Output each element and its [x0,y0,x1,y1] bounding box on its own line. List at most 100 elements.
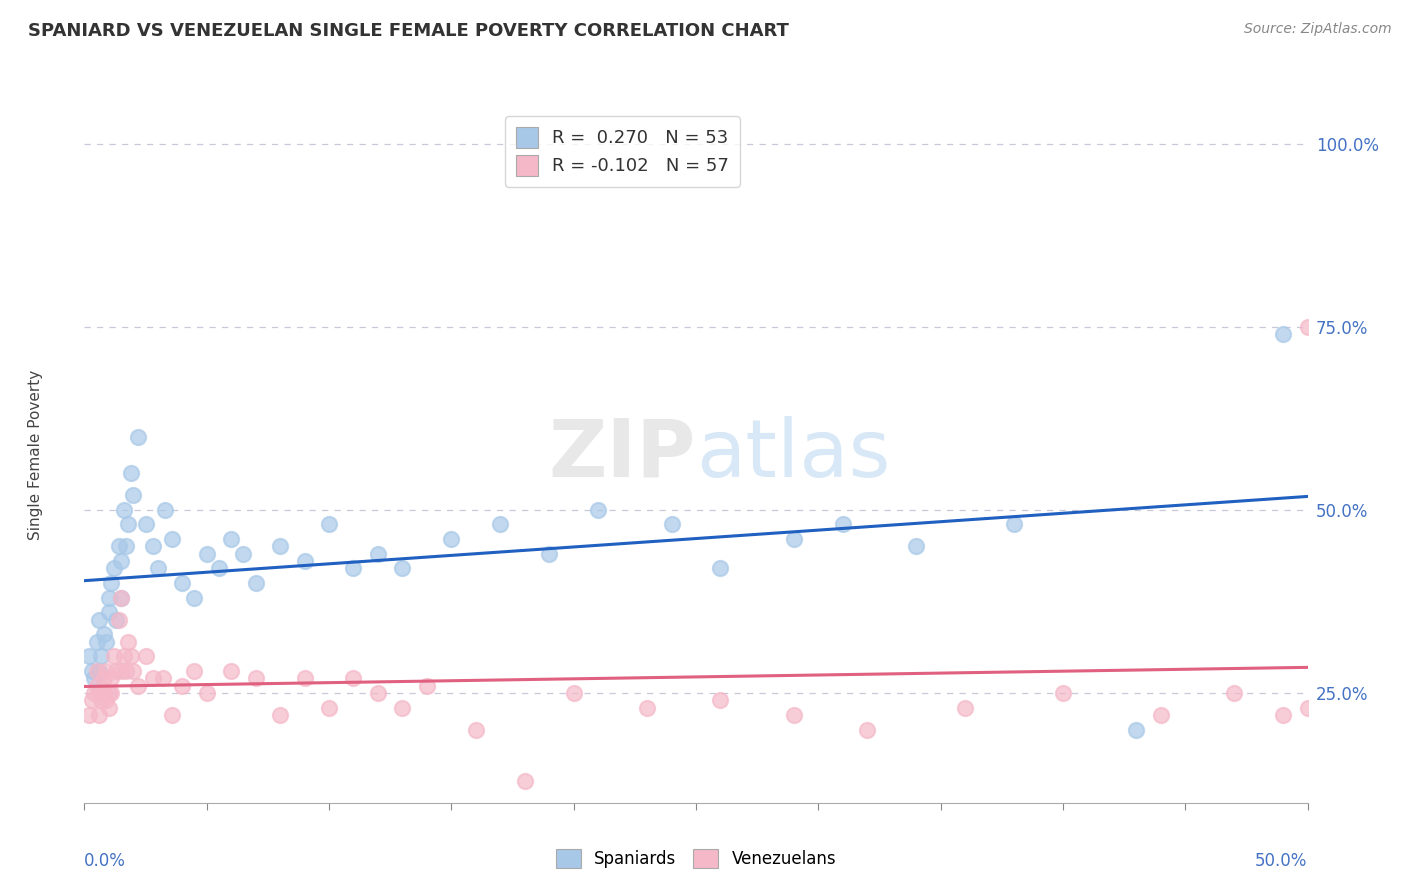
Point [115,664,138,678]
Point [1272,327,1295,342]
Point [269,707,291,722]
Point [110,591,132,605]
Point [122,664,145,678]
Point [1296,700,1319,714]
Point [77,707,100,722]
Point [294,671,316,685]
Point [87,613,110,627]
Point [100,576,122,591]
Point [107,540,129,554]
Point [416,679,439,693]
Text: Single Female Poverty: Single Female Poverty [28,370,44,540]
Point [342,561,364,575]
Point [80,693,103,707]
Point [146,561,169,575]
Point [783,707,806,722]
Point [115,540,138,554]
Point [87,686,110,700]
Text: Source: ZipAtlas.com: Source: ZipAtlas.com [1244,22,1392,37]
Point [162,707,184,722]
Text: ZIP: ZIP [548,416,696,494]
Point [110,664,132,678]
Point [856,723,879,737]
Point [86,634,108,648]
Point [269,540,291,554]
Point [391,561,413,575]
Point [142,540,165,554]
Point [183,591,205,605]
Point [1223,686,1246,700]
Point [96,664,118,678]
Point [208,561,231,575]
Point [905,540,928,554]
Point [135,649,157,664]
Point [318,517,340,532]
Point [245,576,267,591]
Point [489,517,512,532]
Point [831,517,853,532]
Point [135,517,157,532]
Point [86,664,108,678]
Point [93,627,115,641]
Point [110,554,132,568]
Point [87,707,110,722]
Point [562,686,585,700]
Point [93,671,115,685]
Point [172,679,194,693]
Point [440,532,463,546]
Point [86,679,108,693]
Point [153,503,176,517]
Point [112,649,135,664]
Point [294,554,316,568]
Point [90,649,112,664]
Point [1296,319,1319,334]
Point [391,700,413,714]
Point [83,686,105,700]
Point [195,686,218,700]
Point [97,700,120,714]
Point [709,561,731,575]
Point [97,591,120,605]
Point [513,773,536,788]
Point [100,671,122,685]
Point [183,664,205,678]
Point [142,671,165,685]
Point [97,686,120,700]
Point [97,606,120,620]
Point [367,547,389,561]
Point [127,679,149,693]
Text: SPANIARD VS VENEZUELAN SINGLE FEMALE POVERTY CORRELATION CHART: SPANIARD VS VENEZUELAN SINGLE FEMALE POV… [28,22,789,40]
Point [122,488,145,502]
Point [245,671,267,685]
Point [342,671,364,685]
Point [90,693,112,707]
Point [318,700,340,714]
Point [77,649,100,664]
Point [172,576,194,591]
Point [953,700,976,714]
Point [120,467,142,481]
Point [110,591,132,605]
Point [100,686,122,700]
Point [1272,707,1295,722]
Point [586,503,609,517]
Point [219,664,242,678]
Point [367,686,389,700]
Point [1002,517,1025,532]
Point [117,634,139,648]
Point [162,532,184,546]
Point [661,517,683,532]
Point [127,429,149,443]
Point [117,517,139,532]
Point [83,671,105,685]
Point [1150,707,1173,722]
Point [783,532,806,546]
Point [107,613,129,627]
Text: 0.0%: 0.0% [84,852,127,870]
Point [1052,686,1074,700]
Text: atlas: atlas [696,416,890,494]
Point [538,547,561,561]
Point [103,561,125,575]
Point [96,693,118,707]
Point [636,700,658,714]
